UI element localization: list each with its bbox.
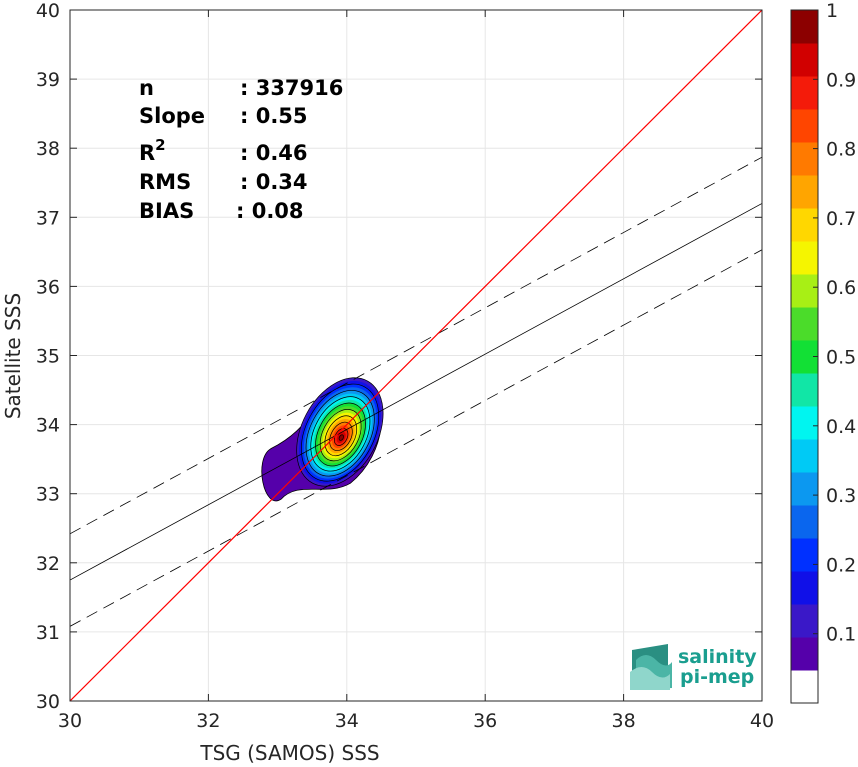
colorbar-segment xyxy=(791,208,818,242)
logo-line1: salinity xyxy=(678,646,757,668)
colorbar-segment xyxy=(791,604,818,638)
stat-rms-value: : 0.34 xyxy=(240,170,308,194)
colorbar-segment xyxy=(791,670,818,704)
y-tick-label: 32 xyxy=(36,553,60,575)
colorbar-tick-label: 0.1 xyxy=(826,624,856,646)
logo-waves-icon xyxy=(630,644,672,690)
colorbar-tick-label: 0.8 xyxy=(826,139,856,161)
stat-slope-value: : 0.55 xyxy=(240,104,308,128)
colorbar-segment xyxy=(791,538,818,572)
y-tick-label: 36 xyxy=(36,276,60,298)
colorbar-segment xyxy=(791,307,818,341)
y-tick-label: 30 xyxy=(36,691,60,713)
colorbar-tick-label: 0.2 xyxy=(826,554,856,576)
stat-bias-label: BIAS xyxy=(139,199,194,223)
colorbar-segment xyxy=(791,406,818,440)
colorbar-segment xyxy=(791,76,818,110)
stat-r2-value: : 0.46 xyxy=(240,141,308,165)
colorbar-segment xyxy=(791,505,818,539)
colorbar-tick-label: 0.4 xyxy=(826,416,856,438)
y-tick-label: 34 xyxy=(36,415,60,437)
x-tick-label: 34 xyxy=(335,710,359,732)
x-tick-label: 38 xyxy=(612,710,636,732)
y-tick-label: 39 xyxy=(36,69,60,91)
stat-rms-label: RMS xyxy=(139,170,191,194)
y-tick-label: 37 xyxy=(36,207,60,229)
colorbar-segment xyxy=(791,571,818,605)
y-tick-label: 35 xyxy=(36,346,60,368)
logo-line2: pi-mep xyxy=(680,666,754,688)
colorbar-segment xyxy=(791,109,818,143)
salinity-pi-mep-logo: salinity pi-mep xyxy=(630,644,757,690)
colorbar-segment xyxy=(791,274,818,308)
y-tick-label: 38 xyxy=(36,138,60,160)
confidence-lower-line xyxy=(70,249,762,627)
y-tick-label: 40 xyxy=(36,0,60,22)
colorbar-segment xyxy=(791,241,818,275)
stat-slope-label: Slope xyxy=(139,104,205,128)
colorbar-segment xyxy=(791,373,818,407)
x-tick-label: 30 xyxy=(58,710,82,732)
y-axis-ticks: 30 31 32 33 34 35 36 37 38 39 40 xyxy=(36,0,762,713)
stat-n-value: : 337916 xyxy=(240,76,343,100)
colorbar-segment xyxy=(791,472,818,506)
colorbar-tick-label: 0.7 xyxy=(826,208,856,230)
y-tick-label: 31 xyxy=(36,622,60,644)
x-axis-ticks: 30 32 34 36 38 40 xyxy=(58,10,774,732)
colorbar-ticks: 0.1 0.2 0.3 0.4 0.5 0.6 0.7 0.8 0.9 1 xyxy=(813,0,856,646)
statistics-box: n : 337916 Slope : 0.55 R2 : 0.46 RMS : … xyxy=(139,76,343,223)
identity-line xyxy=(70,10,762,701)
colorbar-tick-label: 0.6 xyxy=(826,277,856,299)
x-tick-label: 32 xyxy=(196,710,220,732)
colorbar-tick-label: 0.5 xyxy=(826,347,856,369)
colorbar-segment xyxy=(791,43,818,77)
stat-bias-value: : 0.08 xyxy=(236,199,304,223)
colorbar-segment xyxy=(791,637,818,671)
x-tick-label: 40 xyxy=(750,710,774,732)
colorbar-segment xyxy=(791,175,818,209)
colorbar-tick-label: 0.3 xyxy=(826,485,856,507)
stat-r2-label: R2 xyxy=(139,136,166,165)
colorbar xyxy=(791,10,818,704)
y-axis-label: Satellite SSS xyxy=(1,293,25,419)
y-tick-label: 33 xyxy=(36,484,60,506)
regression-line xyxy=(70,203,762,581)
density-level-20 xyxy=(338,434,344,441)
colorbar-segment xyxy=(791,439,818,473)
colorbar-segment xyxy=(791,10,818,44)
stat-n-label: n xyxy=(139,76,154,100)
colorbar-tick-label: 0.9 xyxy=(826,69,856,91)
regression-lines xyxy=(70,10,762,701)
x-axis-label: TSG (SAMOS) SSS xyxy=(199,741,379,765)
colorbar-segment xyxy=(791,142,818,176)
x-tick-label: 36 xyxy=(473,710,497,732)
confidence-upper-line xyxy=(70,156,762,535)
grid-lines xyxy=(69,9,763,702)
colorbar-tick-label: 1 xyxy=(826,0,838,22)
